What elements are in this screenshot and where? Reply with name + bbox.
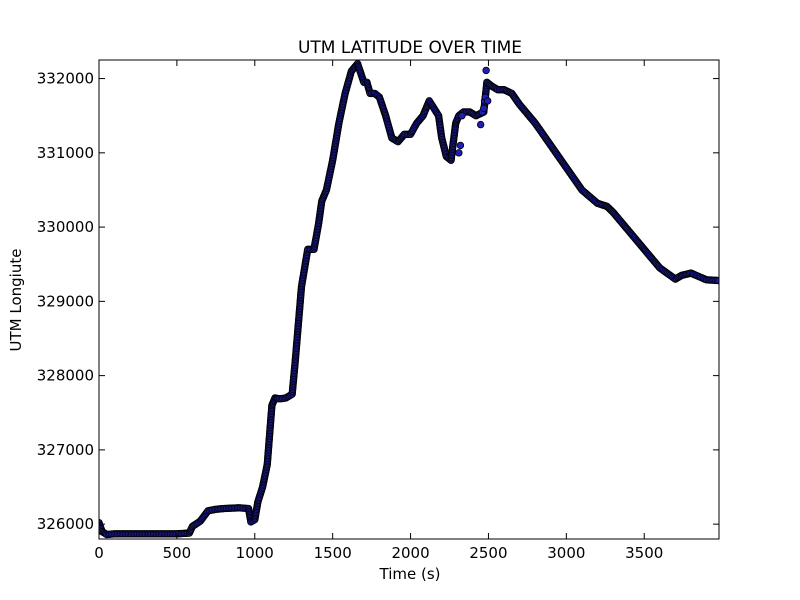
chart-title: UTM LATITUDE OVER TIME (298, 38, 522, 58)
outlier-point (456, 141, 465, 150)
x-axis-label: Time (s) (379, 565, 441, 583)
outlier-point (455, 149, 463, 157)
x-tick-label: 0 (94, 544, 104, 562)
outlier-point (458, 111, 466, 120)
ticks-layer: 0 500 1000 1500 2000 2500 3000 3500 326000 327000… (37, 60, 719, 562)
data-points-layer (99, 60, 719, 539)
outlier-point (483, 97, 492, 105)
y-tick-label: 328000 (37, 367, 94, 385)
outlier-point (480, 104, 488, 112)
y-axis-label: UTM Longiute (7, 249, 25, 352)
x-tick-label: 500 (163, 544, 192, 562)
y-tick-label: 327000 (37, 441, 94, 459)
y-tick-label: 329000 (37, 292, 94, 310)
x-tick-label: 3500 (625, 544, 663, 562)
outlier-point (482, 66, 490, 75)
y-tick-label: 332000 (37, 70, 94, 88)
plot-frame (98, 59, 720, 540)
outlier-point (476, 120, 485, 129)
x-tick-label: 1500 (314, 544, 352, 562)
x-tick-label: 2000 (391, 544, 429, 562)
x-tick-label: 2500 (469, 544, 507, 562)
x-tick-label: 1000 (236, 544, 274, 562)
y-tick-label: 326000 (37, 515, 94, 533)
data-point (715, 276, 719, 285)
x-tick-label: 3000 (547, 544, 585, 562)
y-tick-label: 330000 (37, 218, 94, 236)
y-tick-label: 331000 (37, 144, 94, 162)
